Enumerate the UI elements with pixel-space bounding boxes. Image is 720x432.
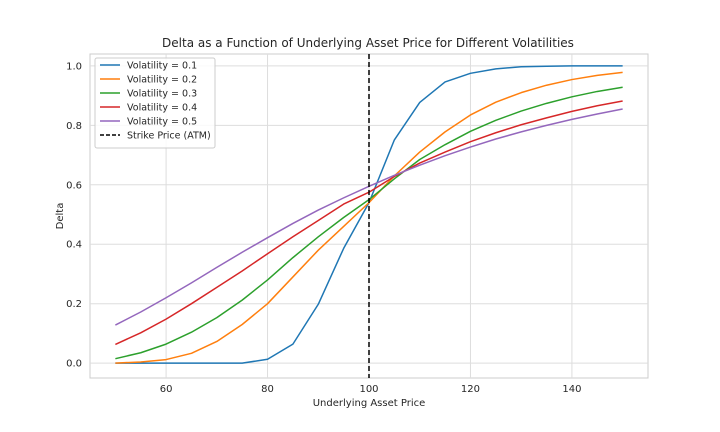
legend-label: Volatility = 0.5: [127, 117, 197, 128]
legend-label: Volatility = 0.3: [127, 89, 197, 100]
y-axis-label: Delta: [55, 203, 66, 230]
axis-ticks: 60 80 100 120 140 0.0 0.2 0.4 0.6 0.8 1.0: [66, 61, 581, 395]
x-axis-label: Underlying Asset Price: [313, 398, 426, 409]
x-tick-label: 100: [359, 384, 378, 395]
y-tick-label: 1.0: [66, 61, 82, 72]
legend-label: Strike Price (ATM): [127, 131, 211, 142]
legend: Volatility = 0.1 Volatility = 0.2 Volatili…: [94, 57, 216, 149]
y-tick-label: 0.2: [66, 299, 82, 310]
y-tick-label: 0.0: [66, 359, 82, 370]
legend-label: Volatility = 0.1: [127, 61, 197, 72]
y-tick-label: 0.6: [66, 180, 82, 191]
legend-label: Volatility = 0.2: [127, 75, 197, 86]
x-tick-label: 120: [461, 384, 480, 395]
chart-title: Delta as a Function of Underlying Asset …: [162, 36, 574, 50]
legend-box: [94, 57, 216, 149]
x-tick-label: 140: [562, 384, 581, 395]
x-tick-label: 80: [261, 384, 274, 395]
y-tick-label: 0.4: [66, 240, 82, 251]
y-tick-label: 0.8: [66, 121, 82, 132]
legend-label: Volatility = 0.4: [127, 103, 197, 114]
x-tick-label: 60: [160, 384, 173, 395]
